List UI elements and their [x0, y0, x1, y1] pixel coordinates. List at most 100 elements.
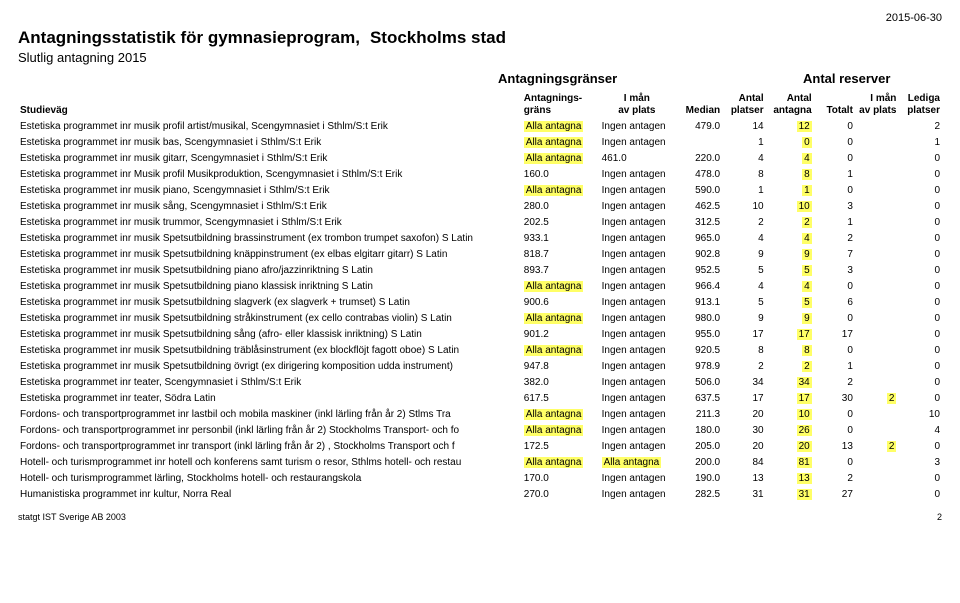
table-row: Estetiska programmet inr teater, Södra L… — [18, 390, 942, 406]
table-cell: 9 — [766, 310, 814, 326]
table-cell: Estetiska programmet inr musik profil ar… — [18, 118, 522, 134]
col-iman1: I mån av plats — [600, 91, 674, 118]
table-cell: 0 — [898, 438, 942, 454]
table-cell: 913.1 — [674, 294, 722, 310]
table-cell: 34 — [722, 374, 766, 390]
table-cell: Estetiska programmet inr musik Spetsutbi… — [18, 326, 522, 342]
table-cell: Ingen antagen — [600, 374, 674, 390]
table-cell: 617.5 — [522, 390, 600, 406]
table-cell: Ingen antagen — [600, 182, 674, 198]
table-cell — [855, 406, 899, 422]
table-cell: 0 — [898, 246, 942, 262]
table-cell: 590.0 — [674, 182, 722, 198]
table-cell: Alla antagna — [522, 406, 600, 422]
table-cell: 211.3 — [674, 406, 722, 422]
table-cell: Ingen antagen — [600, 166, 674, 182]
table-cell: 1 — [898, 134, 942, 150]
table-cell: 4 — [766, 278, 814, 294]
main-title: Antagningsstatistik för gymnasieprogram, — [18, 28, 360, 48]
table-cell: 637.5 — [674, 390, 722, 406]
table-row: Estetiska programmet inr musik bas, Scen… — [18, 134, 942, 150]
table-cell — [855, 278, 899, 294]
table-cell: 5 — [722, 294, 766, 310]
table-cell: 462.5 — [674, 198, 722, 214]
table-cell: 9 — [722, 310, 766, 326]
table-cell: Alla antagna — [522, 278, 600, 294]
table-cell — [855, 470, 899, 486]
table-cell: 920.5 — [674, 342, 722, 358]
table-cell: 2 — [766, 214, 814, 230]
table-cell: 902.8 — [674, 246, 722, 262]
table-cell: 17 — [814, 326, 855, 342]
table-cell: Fordons- och transportprogrammet inr las… — [18, 406, 522, 422]
table-row: Estetiska programmet inr musik Spetsutbi… — [18, 278, 942, 294]
table-cell: 506.0 — [674, 374, 722, 390]
table-cell: 9 — [766, 246, 814, 262]
table-cell — [855, 214, 899, 230]
table-cell: 9 — [722, 246, 766, 262]
table-cell: 0 — [814, 454, 855, 470]
table-cell: 200.0 — [674, 454, 722, 470]
table-row: Estetiska programmet inr musik Spetsutbi… — [18, 326, 942, 342]
table-row: Estetiska programmet inr musik Spetsutbi… — [18, 246, 942, 262]
city-title: Stockholms stad — [370, 28, 506, 48]
table-cell: 2 — [898, 118, 942, 134]
table-cell: 20 — [722, 438, 766, 454]
section-header-limits: Antagningsgränser — [498, 71, 617, 86]
table-cell: 13 — [766, 470, 814, 486]
subtitle: Slutlig antagning 2015 — [18, 50, 942, 65]
table-cell — [855, 422, 899, 438]
col-median: Median — [674, 91, 722, 118]
table-cell: Ingen antagen — [600, 262, 674, 278]
col-grans: Antagnings- gräns — [522, 91, 600, 118]
table-cell: Ingen antagen — [600, 438, 674, 454]
table-cell: Ingen antagen — [600, 214, 674, 230]
section-header-reserves: Antal reserver — [803, 71, 890, 86]
table-cell: Alla antagna — [600, 454, 674, 470]
table-cell: Estetiska programmet inr musik sång, Sce… — [18, 198, 522, 214]
table-cell: Estetiska programmet inr musik Spetsutbi… — [18, 358, 522, 374]
table-cell: 818.7 — [522, 246, 600, 262]
table-cell: 0 — [898, 358, 942, 374]
table-cell: Alla antagna — [522, 422, 600, 438]
table-cell — [855, 198, 899, 214]
table-cell: Estetiska programmet inr musik bas, Scen… — [18, 134, 522, 150]
table-cell: Ingen antagen — [600, 406, 674, 422]
table-cell: 1 — [814, 166, 855, 182]
table-cell: 31 — [722, 486, 766, 502]
table-cell: 4 — [722, 230, 766, 246]
table-cell: Ingen antagen — [600, 358, 674, 374]
table-cell: Estetiska programmet inr musik piano, Sc… — [18, 182, 522, 198]
table-cell: Estetiska programmet inr teater, Scengym… — [18, 374, 522, 390]
table-cell: 81 — [766, 454, 814, 470]
col-totalt: Totalt — [814, 91, 855, 118]
table-cell — [855, 182, 899, 198]
table-cell: Ingen antagen — [600, 326, 674, 342]
table-cell: 1 — [814, 214, 855, 230]
table-cell: Hotell- och turismprogrammet lärling, St… — [18, 470, 522, 486]
table-cell: 4 — [722, 278, 766, 294]
table-cell: 1 — [814, 358, 855, 374]
col-study: Studieväg — [18, 91, 522, 118]
table-cell: 965.0 — [674, 230, 722, 246]
table-cell: 205.0 — [674, 438, 722, 454]
table-row: Estetiska programmet inr teater, Scengym… — [18, 374, 942, 390]
table-cell: 933.1 — [522, 230, 600, 246]
table-cell: 2 — [814, 374, 855, 390]
table-cell: Estetiska programmet inr musik Spetsutbi… — [18, 246, 522, 262]
table-row: Estetiska programmet inr musik gitarr, S… — [18, 150, 942, 166]
table-cell: 0 — [814, 150, 855, 166]
table-cell: 17 — [766, 390, 814, 406]
table-cell: 220.0 — [674, 150, 722, 166]
table-cell: 8 — [722, 342, 766, 358]
table-cell: Estetiska programmet inr musik Spetsutbi… — [18, 294, 522, 310]
report-date: 2015-06-30 — [18, 12, 942, 24]
table-cell: Estetiska programmet inr musik Spetsutbi… — [18, 262, 522, 278]
table-cell: 2 — [766, 358, 814, 374]
table-cell: 8 — [722, 166, 766, 182]
table-header-row: Studieväg Antagnings- gräns I mån av pla… — [18, 91, 942, 118]
table-cell: 0 — [898, 278, 942, 294]
table-cell: 0 — [898, 182, 942, 198]
table-cell: 172.5 — [522, 438, 600, 454]
table-cell: 980.0 — [674, 310, 722, 326]
